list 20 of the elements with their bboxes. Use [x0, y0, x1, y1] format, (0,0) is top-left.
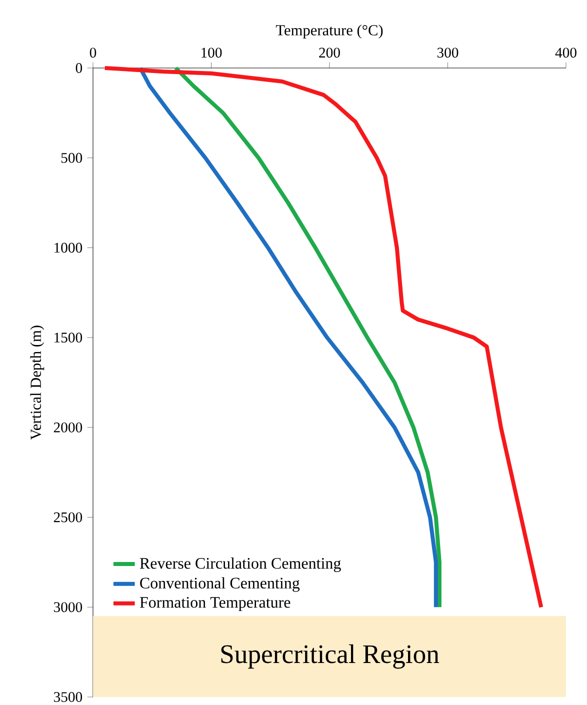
x-tick-label: 300: [437, 48, 458, 58]
line-series: [102, 66, 544, 610]
band-label: Supercritical Region: [221, 644, 440, 669]
x-tick-label: 200: [319, 48, 340, 58]
x-axis-title: Temperature (°C): [276, 24, 383, 39]
y-axis-title: Vertical Depth (m): [30, 326, 44, 440]
x-tick-label: 100: [202, 48, 222, 58]
y-tick-label: 0: [76, 63, 82, 73]
y-tick-label: 1500: [54, 332, 82, 343]
y-tick-label: 2000: [54, 422, 82, 432]
y-tick-label: 2500: [54, 512, 82, 522]
x-tick-label: 400: [555, 48, 576, 58]
y-tick-label: 500: [61, 152, 82, 163]
legend-label: Reverse Circulation Cementing: [140, 557, 341, 572]
x-tick-label: 0: [90, 48, 96, 58]
y-tick-label: 3000: [54, 602, 82, 612]
legend-label: Conventional Cementing: [140, 577, 300, 592]
legend-label: Formation Temperature: [140, 597, 290, 612]
y-tick-label: 3500: [54, 692, 82, 702]
y-tick-label: 1000: [54, 242, 82, 253]
